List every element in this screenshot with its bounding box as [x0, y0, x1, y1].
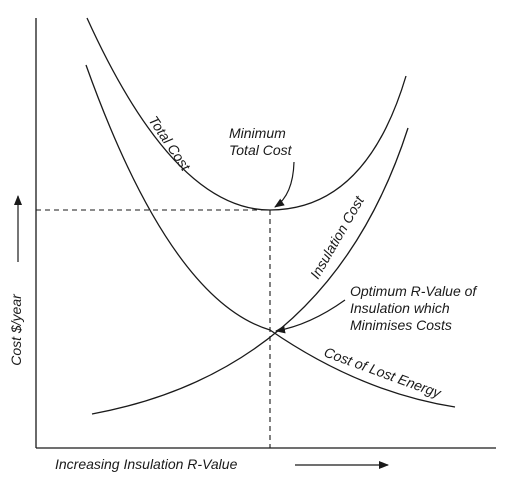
annotation-minimum-line-2: Total Cost — [229, 142, 293, 158]
annotation-minimum-line-1: Minimum — [229, 125, 286, 141]
annotation-optimum-line-3: Minimises Costs — [350, 317, 452, 333]
annotation-optimum-line-2: Insulation which — [350, 300, 450, 316]
annotation-optimum-line-1: Optimum R-Value of — [350, 283, 478, 299]
series-total-cost-line — [86, 17, 407, 211]
series-total-cost-label: Total Cost — [146, 113, 195, 175]
annotation-minimum-arrow — [274, 161, 295, 208]
x-axis-label: Increasing Insulation R-Value — [55, 456, 238, 472]
series-lost-energy-line — [85, 64, 456, 408]
annotation-optimum-arrow — [275, 299, 346, 334]
y-axis-label: Cost $/year — [8, 293, 24, 366]
series-insulation-cost-line — [91, 127, 409, 415]
series-lost-energy-label: Cost of Lost Energy — [322, 344, 444, 401]
